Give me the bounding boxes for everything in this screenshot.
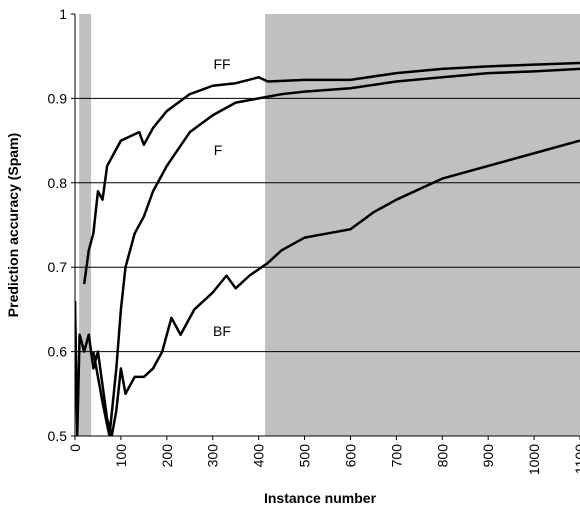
x-tick-label: 0 xyxy=(67,444,83,452)
plot-area xyxy=(75,14,580,436)
x-tick-label: 1100 xyxy=(572,444,580,474)
y-tick-label: 0.8 xyxy=(48,175,68,191)
x-tick-label: 1000 xyxy=(526,444,542,475)
x-tick-label: 200 xyxy=(159,444,175,468)
y-tick-label: 0.6 xyxy=(48,344,68,360)
series-label: BF xyxy=(213,323,231,339)
x-tick-label: 100 xyxy=(113,444,129,468)
y-tick-label: 0.7 xyxy=(48,259,68,275)
x-tick-label: 800 xyxy=(434,444,450,468)
series-line xyxy=(75,139,580,436)
x-tick-label: 700 xyxy=(388,444,404,468)
shaded-region xyxy=(79,14,92,436)
series-label: FF xyxy=(213,56,230,72)
series-label: F xyxy=(214,142,223,158)
y-tick-label: 0.9 xyxy=(48,90,68,106)
shaded-region xyxy=(265,14,580,436)
x-tick-label: 300 xyxy=(205,444,221,468)
y-axis-title: Prediction accuracy (Spam) xyxy=(5,133,21,317)
y-tick-label: 1 xyxy=(59,6,67,22)
x-tick-label: 600 xyxy=(342,444,358,468)
series-line xyxy=(82,61,580,285)
x-tick-label: 400 xyxy=(251,444,267,468)
y-tick-label: 0.5 xyxy=(48,428,68,444)
x-tick-label: 500 xyxy=(297,444,313,468)
x-axis-title: Instance number xyxy=(264,490,377,506)
x-tick-label: 900 xyxy=(480,444,496,468)
series-line xyxy=(92,67,580,436)
